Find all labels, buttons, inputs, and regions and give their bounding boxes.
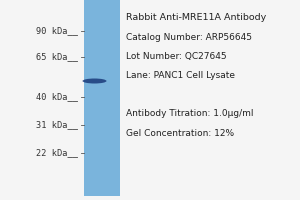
Text: 31 kDa__: 31 kDa__ [36, 120, 78, 130]
Text: Rabbit Anti-MRE11A Antibody: Rabbit Anti-MRE11A Antibody [126, 12, 266, 21]
Text: 22 kDa__: 22 kDa__ [36, 148, 78, 158]
Ellipse shape [82, 78, 106, 84]
Text: 65 kDa__: 65 kDa__ [36, 52, 78, 62]
Text: Lot Number: QC27645: Lot Number: QC27645 [126, 52, 226, 61]
Text: 90 kDa__: 90 kDa__ [36, 26, 78, 36]
Bar [84, 0, 120, 196]
Text: Antibody Titration: 1.0μg/ml: Antibody Titration: 1.0μg/ml [126, 109, 254, 118]
Text: 40 kDa__: 40 kDa__ [36, 92, 78, 102]
Text: Lane: PANC1 Cell Lysate: Lane: PANC1 Cell Lysate [126, 71, 235, 80]
Text: Catalog Number: ARP56645: Catalog Number: ARP56645 [126, 33, 252, 43]
Text: Gel Concentration: 12%: Gel Concentration: 12% [126, 128, 234, 138]
